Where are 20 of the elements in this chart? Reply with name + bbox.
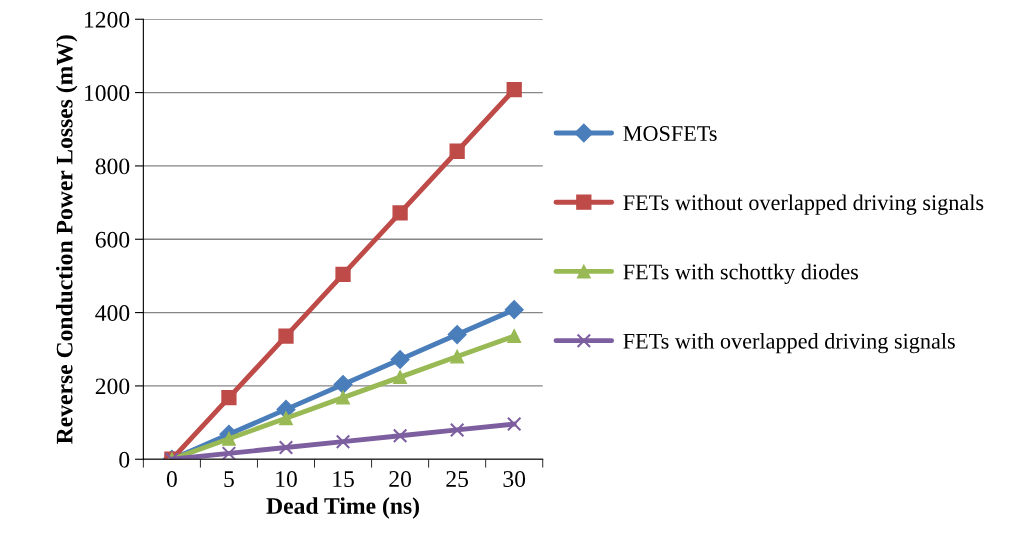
x-axis-title: Dead Time (ns)	[266, 497, 419, 519]
legend-label: FETs with schottky diodes	[623, 263, 859, 285]
y-tick-label: 1200	[85, 11, 130, 28]
x-tick-label: 0	[166, 471, 177, 487]
x-tick-label: 30	[503, 471, 526, 487]
legend-label: FETs with overlapped driving signals	[623, 333, 955, 354]
y-tick-label: 800	[95, 158, 130, 175]
y-tick-label: 600	[95, 231, 130, 248]
y-tick-label: 1000	[85, 85, 130, 102]
x-tick-label: 10	[276, 471, 297, 487]
x-tick-label: 20	[389, 471, 411, 487]
x-tick-label: 5	[224, 471, 234, 487]
y-axis-title: Reverse Conduction Power Losses (mW)	[55, 35, 78, 444]
y-tick-label: 0	[119, 451, 130, 468]
x-tick-label: 25	[446, 471, 469, 487]
x-tick-label: 15	[333, 471, 354, 487]
legend-label: MOSFETs	[623, 126, 717, 142]
legend-label: FETs without overlapped driving signals	[623, 194, 984, 215]
y-tick-label: 400	[95, 305, 130, 322]
y-tick-label: 200	[95, 378, 130, 395]
